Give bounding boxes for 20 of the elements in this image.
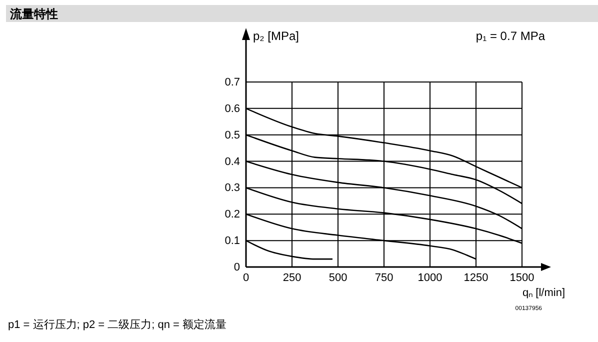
y-tick-label: 0.4 xyxy=(224,156,240,168)
text: p1 = 运行压力; p2 = 二级压力; qn = 额定流量 xyxy=(8,318,227,331)
y-tick-label: 0.7 xyxy=(224,76,240,89)
x-tick-label: 500 xyxy=(328,272,348,284)
y-tick-label: 0.3 xyxy=(224,182,240,194)
x-axis-title: qₙ [l/min] xyxy=(522,287,565,299)
x-tick-label: 1000 xyxy=(418,272,442,284)
y-tick-label: 0 xyxy=(234,262,240,274)
x-tick-label: 750 xyxy=(374,272,394,284)
text: p₁ = 0.7 MPa xyxy=(476,29,546,43)
y-tick-label: 0.6 xyxy=(224,102,240,115)
y-tick-label: 0.5 xyxy=(224,129,240,142)
text: 流量特性 xyxy=(9,7,58,21)
x-tick-label: 1500 xyxy=(510,272,534,284)
y-tick-label: 0.1 xyxy=(224,235,240,248)
x-tick-label: 1250 xyxy=(464,272,488,284)
y-axis-title: p₂ [MPa] xyxy=(253,29,300,43)
x-tick-label: 0 xyxy=(242,272,250,284)
x-tick-label: 250 xyxy=(282,272,302,284)
y-tick-label: 0.2 xyxy=(224,208,240,221)
